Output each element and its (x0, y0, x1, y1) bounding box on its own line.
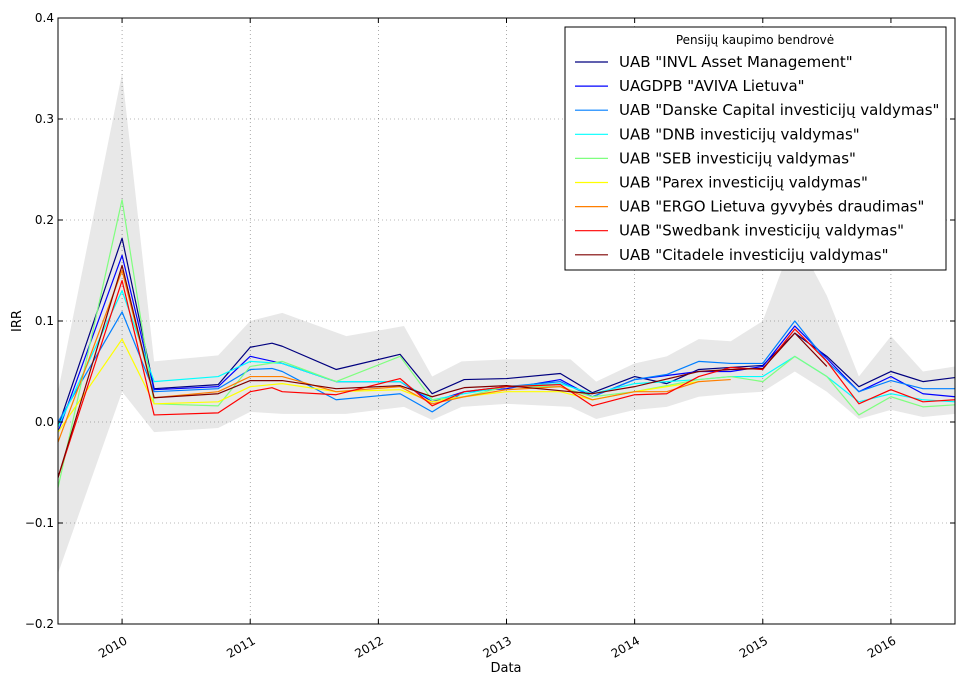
x-axis-title: Data (490, 661, 521, 676)
y-tick-label: 0.2 (35, 213, 54, 227)
legend-box (564, 26, 947, 271)
series-line (57, 237, 956, 428)
series-line (57, 269, 731, 443)
range-band (58, 73, 955, 574)
legend-title: Pensijų kaupimo bendrovė (676, 33, 834, 47)
series-line (57, 264, 828, 478)
series-layer (57, 199, 956, 488)
series-line (57, 338, 699, 433)
legend-label: UAB "Citadele investicijų valdymas" (619, 246, 888, 264)
y-tick-label: 0.4 (35, 11, 54, 25)
series-line (57, 280, 956, 478)
y-tick-label: −0.2 (25, 617, 54, 631)
y-axis-title: IRR (10, 310, 25, 332)
legend-label: UAB "DNB investicijų valdymas" (619, 125, 860, 143)
range-band-layer (58, 73, 955, 574)
legend-label: UAGDPB "AVIVA Lietuva" (619, 77, 805, 95)
legend-label: UAB "SEB investicijų valdymas" (619, 149, 856, 167)
y-tick-label: 0.1 (35, 314, 54, 328)
legend-label: UAB "INVL Asset Management" (619, 53, 853, 71)
series-line (57, 290, 956, 428)
legend-label: UAB "Danske Capital investicijų valdymas… (619, 101, 939, 119)
legend-label: UAB "Parex investicijų valdymas" (619, 174, 868, 192)
y-tick-label: 0.0 (35, 415, 54, 429)
legend-label: UAB "Swedbank investicijų valdymas" (619, 222, 904, 240)
legend: Pensijų kaupimo bendrovė UAB "INVL Asset… (564, 26, 947, 271)
legend-label: UAB "ERGO Lietuva gyvybės draudimas" (619, 198, 924, 216)
y-tick-label: 0.3 (35, 112, 54, 126)
y-tick-label: −0.1 (25, 516, 54, 530)
